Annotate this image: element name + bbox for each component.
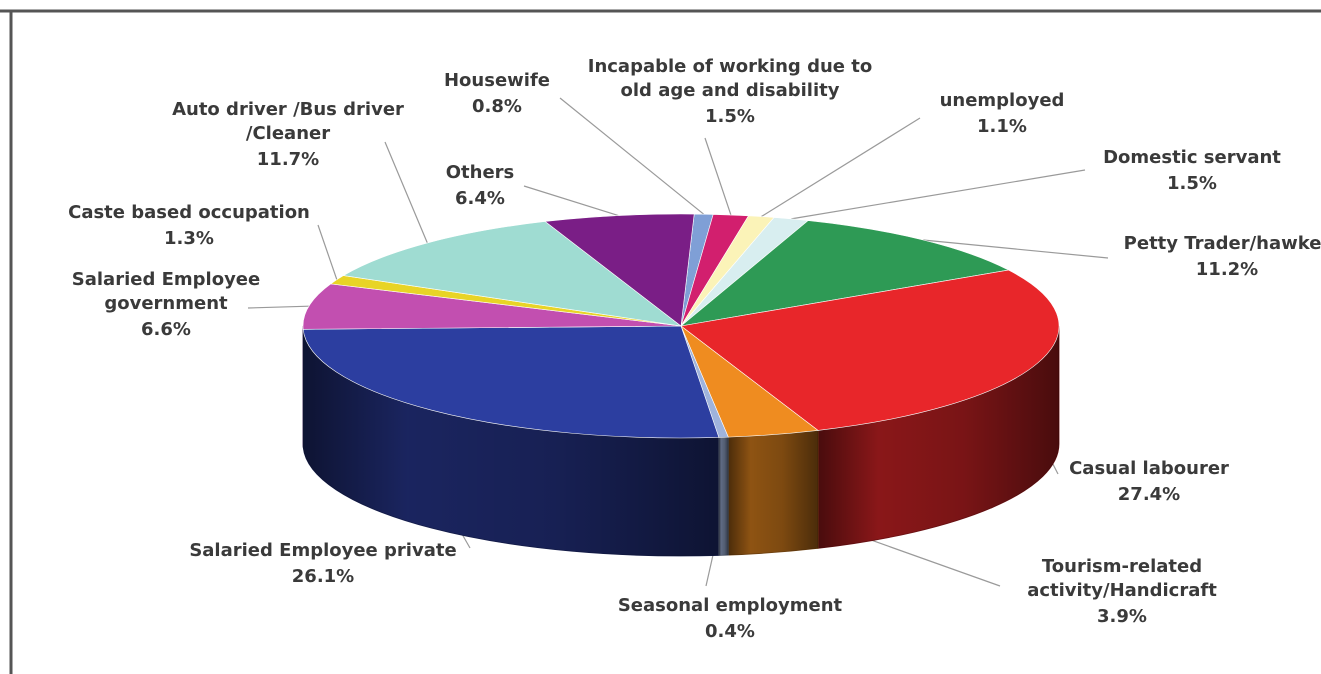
slice-value-5: 27.4% xyxy=(1118,484,1180,505)
slice-label-6-line-0: Tourism-related xyxy=(1042,556,1202,577)
slice-value-2: 1.1% xyxy=(977,116,1027,137)
slice-value-9: 6.6% xyxy=(141,319,191,340)
pie-sides xyxy=(302,325,1060,557)
slice-label-1-line-0: Incapable of working due to xyxy=(588,56,872,77)
slice-label-12-line-0: Others xyxy=(446,162,515,183)
slice-value-0: 0.8% xyxy=(472,96,522,117)
pie-side-shade-7 xyxy=(718,437,729,556)
slice-label-0-line-0: Housewife xyxy=(444,70,550,91)
slice-label-3-line-0: Domestic servant xyxy=(1103,147,1281,168)
pie-slice-4 xyxy=(679,220,1010,327)
leader-line-2 xyxy=(761,117,921,218)
pie-slice-9 xyxy=(302,283,682,330)
leader-line-3 xyxy=(791,169,1086,220)
leader-line-12 xyxy=(523,185,619,217)
pie-slice-12 xyxy=(544,213,695,327)
slice-label-10-line-0: Caste based occupation xyxy=(68,202,310,223)
leader-line-4 xyxy=(923,239,1109,259)
slice-value-7: 0.4% xyxy=(705,621,755,642)
slice-value-8: 26.1% xyxy=(292,566,354,587)
pie-slice-11 xyxy=(342,221,683,327)
leader-line-9 xyxy=(247,305,309,309)
slice-label-5-line-0: Casual labourer xyxy=(1069,458,1229,479)
pie-side-shade-8 xyxy=(303,329,719,556)
slice-label-7-line-0: Seasonal employment xyxy=(618,595,843,616)
slice-label-11-line-1: /Cleaner xyxy=(246,123,330,144)
slice-value-12: 6.4% xyxy=(455,188,505,209)
pie-side-shade-5 xyxy=(817,326,1059,549)
slice-value-11: 11.7% xyxy=(257,149,319,170)
pie-slice-8 xyxy=(302,325,720,439)
leader-line-11 xyxy=(384,141,428,244)
leader-line-1 xyxy=(704,137,732,216)
slice-value-6: 3.9% xyxy=(1097,606,1147,627)
slice-labels: Housewife 0.8% Incapable of working due to… xyxy=(68,56,1321,642)
slice-label-9-line-0: Salaried Employee xyxy=(72,269,260,290)
slice-label-9-line-1: government xyxy=(104,293,228,314)
pie-side-shade-6 xyxy=(728,430,818,556)
pie-top xyxy=(302,213,1060,439)
slice-value-10: 1.3% xyxy=(164,228,214,249)
slice-label-2-line-0: unemployed xyxy=(940,90,1065,111)
leader-line-10 xyxy=(317,224,338,280)
slice-value-4: 11.2% xyxy=(1196,259,1258,280)
slice-label-8-line-0: Salaried Employee private xyxy=(189,540,456,561)
slice-label-1-line-1: old age and disability xyxy=(621,80,840,101)
pie-slice-5 xyxy=(680,269,1060,431)
slice-label-4-line-0: Petty Trader/hawker xyxy=(1124,233,1321,254)
slice-label-11-line-0: Auto driver /Bus driver xyxy=(172,99,404,120)
slice-value-1: 1.5% xyxy=(705,106,755,127)
slice-value-3: 1.5% xyxy=(1167,173,1217,194)
leader-line-0 xyxy=(559,97,705,215)
slice-label-6-line-1: activity/Handicraft xyxy=(1027,580,1217,601)
